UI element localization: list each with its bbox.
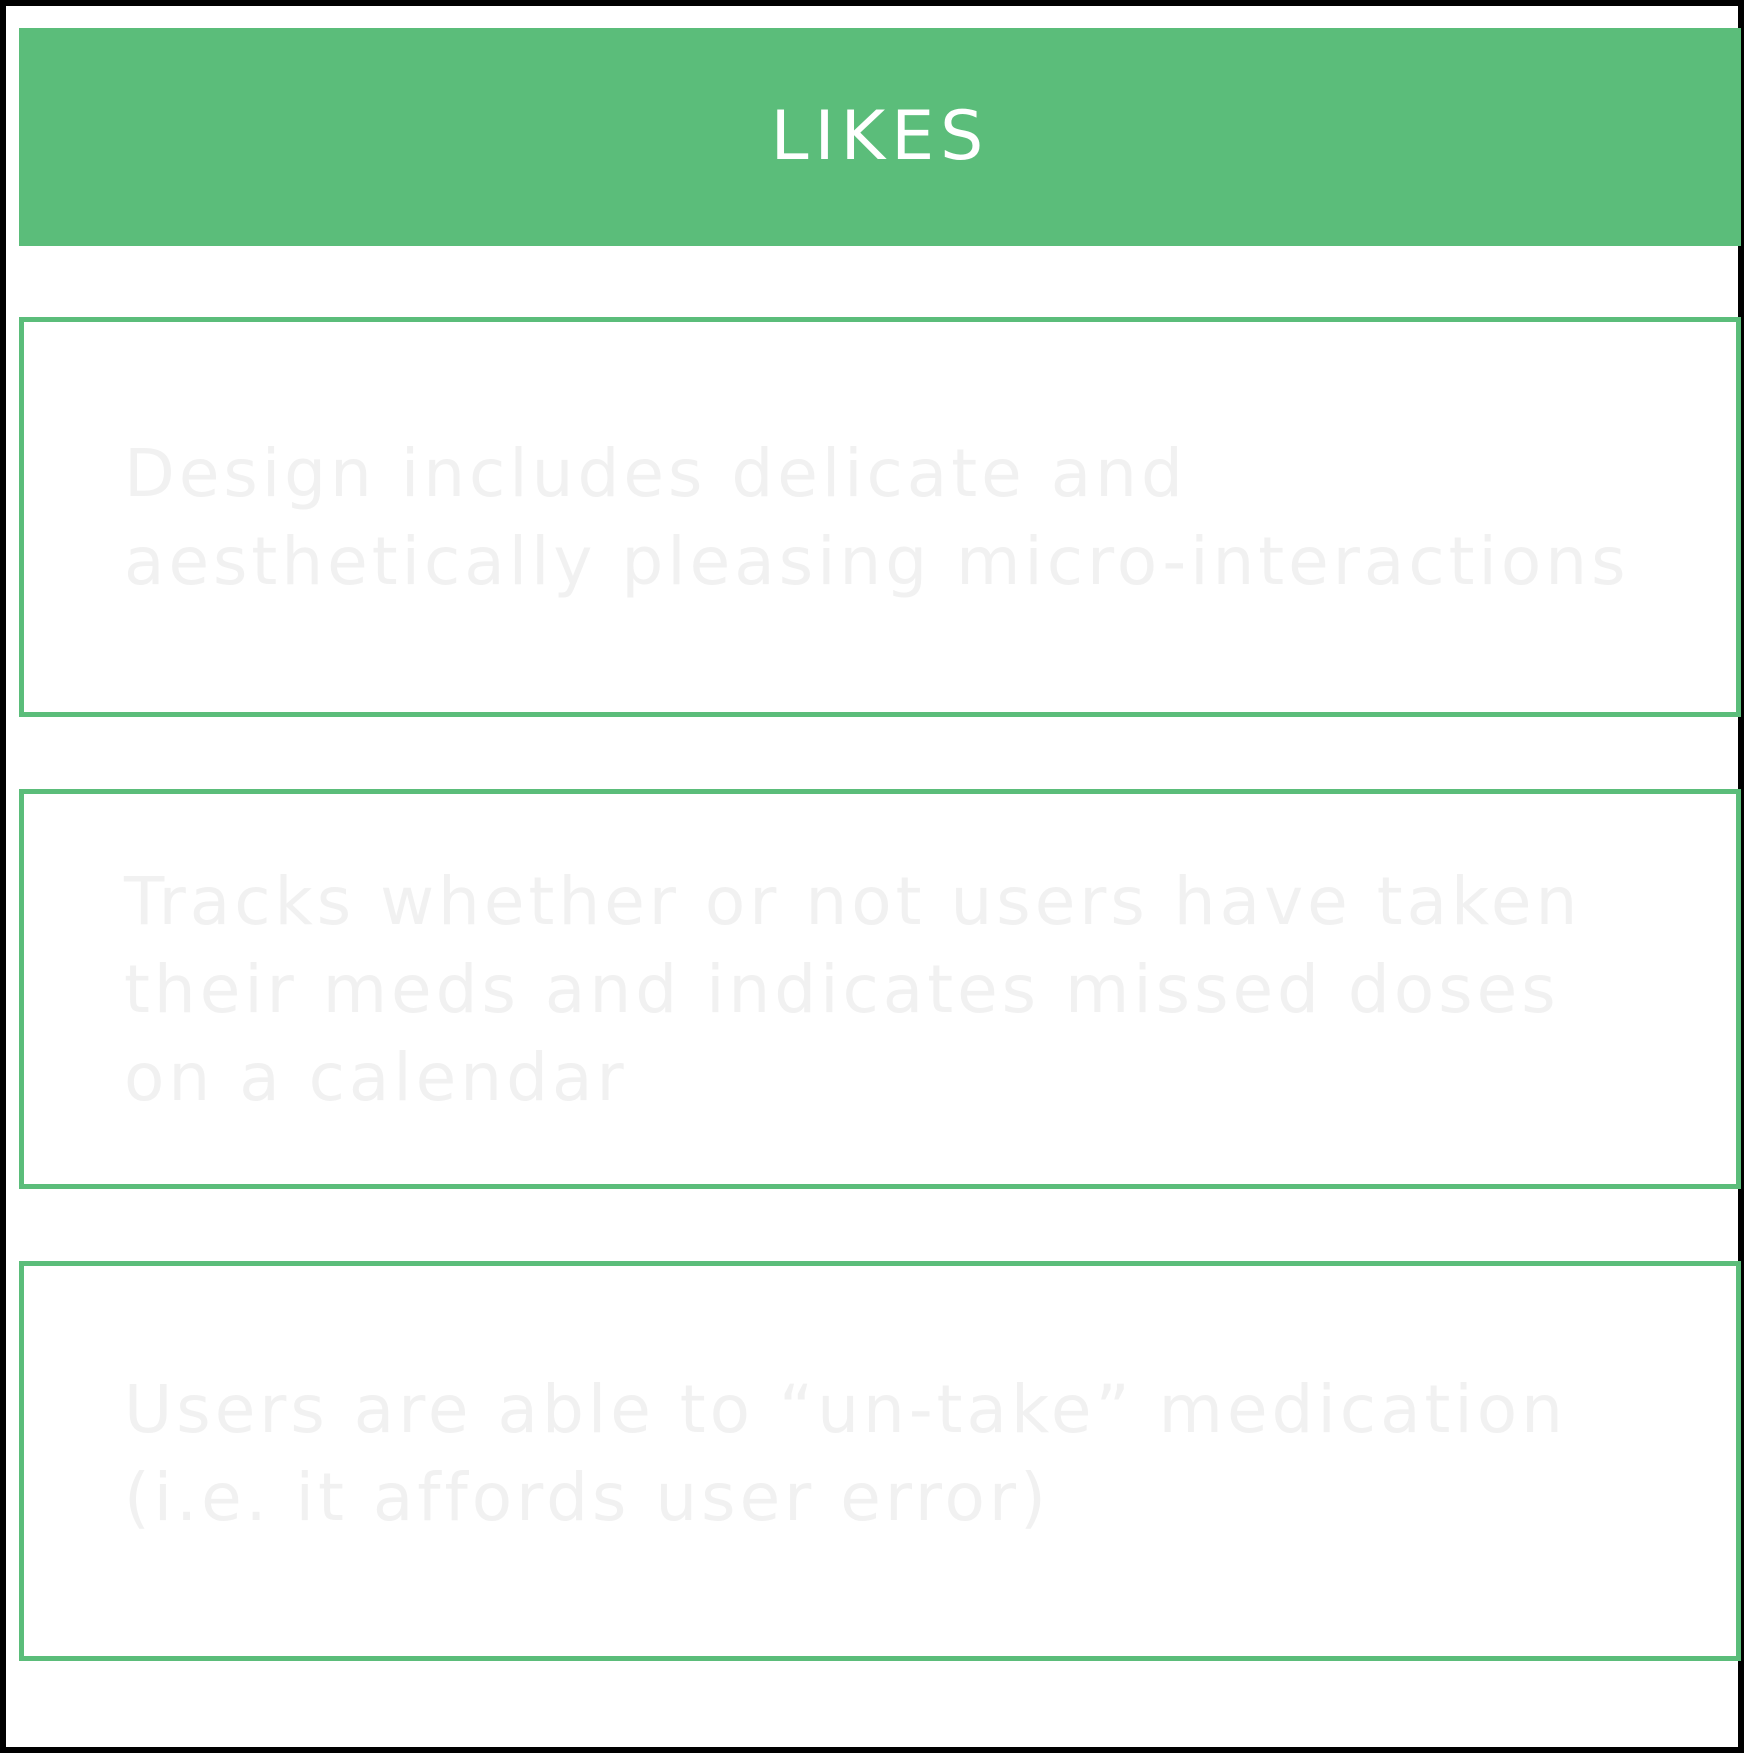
like-card-3: Users are able to “un-take” medication (… bbox=[19, 1261, 1741, 1661]
like-card-text: Design includes delicate and aesthetical… bbox=[124, 430, 1636, 606]
like-card-2: Tracks whether or not users have taken t… bbox=[19, 789, 1741, 1189]
like-card-text: Users are able to “un-take” medication (… bbox=[124, 1366, 1636, 1542]
like-card-text: Tracks whether or not users have taken t… bbox=[124, 858, 1636, 1122]
like-card-1: Design includes delicate and aesthetical… bbox=[19, 317, 1741, 717]
likes-title: LIKES bbox=[771, 103, 990, 171]
likes-header: LIKES bbox=[19, 28, 1741, 246]
